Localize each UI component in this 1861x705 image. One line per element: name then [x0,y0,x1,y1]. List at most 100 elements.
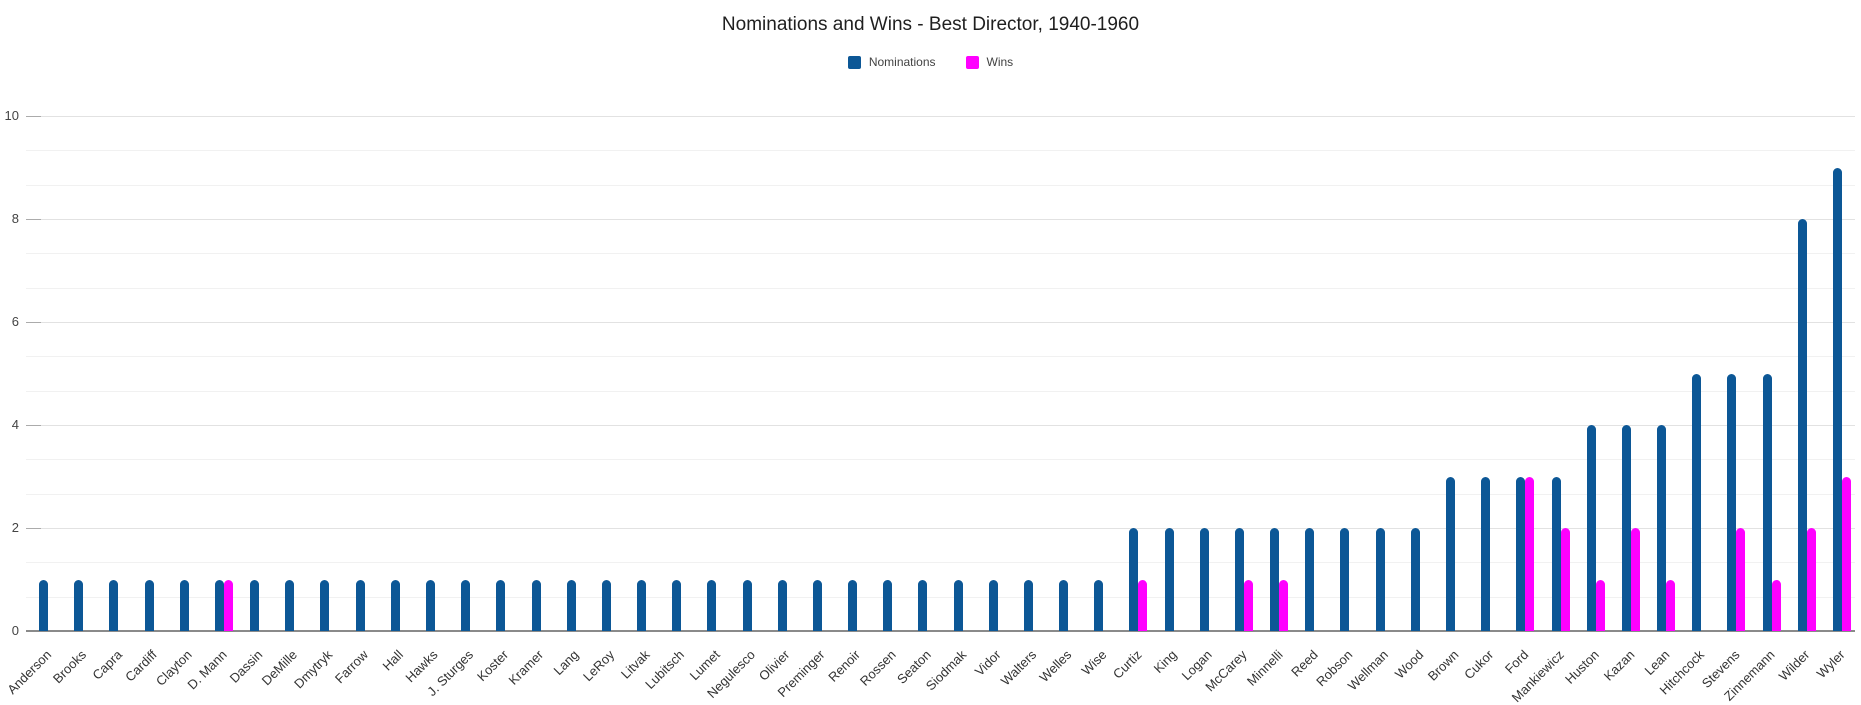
bar-nominations[interactable] [672,579,682,631]
bar-wins[interactable] [223,579,233,631]
bar-nominations[interactable] [1410,528,1420,631]
bar-nominations[interactable] [1692,373,1702,631]
bar-nominations[interactable] [1094,579,1104,631]
category-slot [1714,116,1749,631]
bar-nominations[interactable] [109,579,119,631]
bar-nominations[interactable] [1516,476,1526,631]
bar-nominations[interactable] [707,579,717,631]
bar-nominations[interactable] [1727,373,1737,631]
bar-nominations[interactable] [742,579,752,631]
category-slot [1327,116,1362,631]
x-axis-label: Kazan [1600,647,1637,684]
bar-nominations[interactable] [425,579,435,631]
bar-nominations[interactable] [1023,579,1033,631]
bar-wins[interactable] [1806,528,1816,631]
category-slot [202,116,237,631]
bar-nominations[interactable] [848,579,858,631]
bar-nominations[interactable] [637,579,647,631]
y-tick-mark [26,219,41,220]
legend-entry-wins: Wins [965,55,1013,69]
bar-nominations[interactable] [461,579,471,631]
bar-wins[interactable] [1595,579,1605,631]
y-axis-label: 8 [11,211,19,226]
category-slot [1433,116,1468,631]
wins-swatch-icon [965,55,979,69]
bar-nominations[interactable] [566,579,576,631]
category-slot [96,116,131,631]
bar-nominations[interactable] [777,579,787,631]
bar-nominations[interactable] [601,579,611,631]
gridline-minor [26,562,1855,564]
bar-wins[interactable] [1243,579,1253,631]
bar-nominations[interactable] [496,579,506,631]
bar-nominations[interactable] [250,579,260,631]
legend-entry-nominations: Nominations [847,55,936,69]
bar-wins[interactable] [1841,476,1851,631]
y-tick-mark [26,425,41,426]
bar-nominations[interactable] [812,579,822,631]
bar-nominations[interactable] [390,579,400,631]
bar-wins[interactable] [1771,579,1781,631]
gridline-major [26,528,1855,529]
bar-nominations[interactable] [1305,528,1315,631]
gridline-minor [26,184,1855,186]
bar-wins[interactable] [1736,528,1746,631]
bar-nominations[interactable] [1234,528,1244,631]
category-slot [800,116,835,631]
bar-nominations[interactable] [1832,167,1842,631]
category-slot [1785,116,1820,631]
bar-nominations[interactable] [214,579,224,631]
category-slot [1398,116,1433,631]
bar-nominations[interactable] [1340,528,1350,631]
bar-wins[interactable] [1138,579,1148,631]
category-slot [1046,116,1081,631]
bar-nominations[interactable] [1657,425,1667,631]
bar-nominations[interactable] [883,579,893,631]
x-axis-label: Hall [379,647,406,674]
bar-nominations[interactable] [1551,476,1561,631]
bar-nominations[interactable] [1059,579,1069,631]
bar-nominations[interactable] [988,579,998,631]
bar-wins[interactable] [1279,579,1289,631]
category-slot [1820,116,1855,631]
category-slot [1152,116,1187,631]
bar-nominations[interactable] [1797,219,1807,631]
gridline-minor [26,287,1855,289]
bar-nominations[interactable] [1586,425,1596,631]
x-axis-label: Kramer [505,647,547,688]
x-axis-label: Farrow [331,647,371,687]
bar-nominations[interactable] [1270,528,1280,631]
bar-nominations[interactable] [179,579,189,631]
category-slot [448,116,483,631]
bar-nominations[interactable] [320,579,330,631]
bar-wins[interactable] [1525,476,1535,631]
x-axis-label: Vidor [971,647,1004,679]
bar-nominations[interactable] [74,579,84,631]
bar-nominations[interactable] [1762,373,1772,631]
category-slot [237,116,272,631]
bar-nominations[interactable] [39,579,49,631]
category-slot [1257,116,1292,631]
bar-nominations[interactable] [1481,476,1491,631]
x-axis-label: Brooks [50,647,90,687]
bar-wins[interactable] [1630,528,1640,631]
gridline-major [26,219,1855,220]
bar-nominations[interactable] [355,579,365,631]
bar-wins[interactable] [1560,528,1570,631]
bar-nominations[interactable] [531,579,541,631]
bar-nominations[interactable] [1375,528,1385,631]
bar-nominations[interactable] [144,579,154,631]
category-slot [554,116,589,631]
category-slot [589,116,624,631]
bar-nominations[interactable] [953,579,963,631]
bar-nominations[interactable] [918,579,928,631]
bar-nominations[interactable] [285,579,295,631]
nominations-swatch-icon [847,55,861,69]
category-slot [624,116,659,631]
bar-wins[interactable] [1666,579,1676,631]
bar-nominations[interactable] [1129,528,1139,631]
bar-nominations[interactable] [1621,425,1631,631]
bar-nominations[interactable] [1446,476,1455,631]
bar-nominations[interactable] [1199,528,1209,631]
bar-nominations[interactable] [1164,528,1174,631]
